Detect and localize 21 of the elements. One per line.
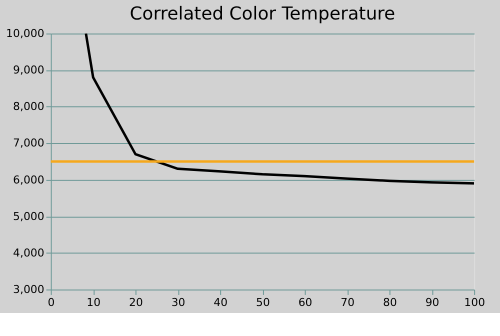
y-tick-label: 3,000 xyxy=(13,282,44,296)
x-tick-label: 90 xyxy=(425,296,440,309)
y-tick-label: 6,000 xyxy=(13,173,44,186)
x-tick-label: 60 xyxy=(298,296,312,309)
x-tick-label: 10 xyxy=(86,296,101,309)
chart-title: Correlated Color Temperature xyxy=(130,4,396,25)
x-tick-label: 0 xyxy=(48,296,55,309)
y-tick-label: 8,000 xyxy=(13,100,44,114)
x-tick-label: 50 xyxy=(256,296,270,309)
y-tick-label: 10,000 xyxy=(6,26,44,40)
line-series xyxy=(84,33,474,185)
y-tick-label: 7,000 xyxy=(13,136,44,150)
x-tick-label: 20 xyxy=(128,296,143,309)
x-tick-label: 80 xyxy=(382,296,397,309)
x-tick-label: 70 xyxy=(340,296,355,309)
x-tick-label: 40 xyxy=(214,296,228,309)
x-tick-label: 100 xyxy=(464,296,486,309)
y-tick-label: 9,000 xyxy=(13,64,44,77)
y-tick-label: 5,000 xyxy=(13,210,44,223)
x-tick-label: 30 xyxy=(171,296,186,309)
y-tick-label: 4,000 xyxy=(13,246,44,260)
